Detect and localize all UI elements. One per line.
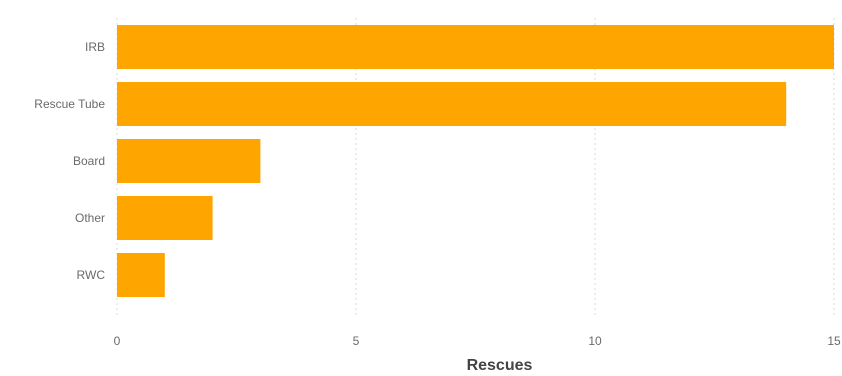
category-label: Other: [75, 211, 105, 225]
bar[interactable]: [117, 82, 787, 126]
category-label: IRB: [85, 40, 105, 54]
bar[interactable]: [117, 253, 165, 297]
x-tick-label: 0: [114, 334, 121, 348]
bar[interactable]: [117, 139, 261, 183]
bar-layer: [117, 25, 834, 297]
category-label: RWC: [77, 268, 106, 282]
x-tick-label: 15: [827, 334, 841, 348]
category-label: Rescue Tube: [34, 97, 105, 111]
bar[interactable]: [117, 25, 834, 69]
category-labels: IRB Rescue Tube Board Other RWC: [34, 40, 105, 282]
bar[interactable]: [117, 196, 213, 240]
category-label: Board: [73, 154, 105, 168]
x-axis-title: Rescues: [467, 357, 533, 374]
x-tick-label: 5: [353, 334, 360, 348]
x-tick-labels: 0 5 10 15: [114, 334, 841, 348]
x-tick-label: 10: [588, 334, 602, 348]
